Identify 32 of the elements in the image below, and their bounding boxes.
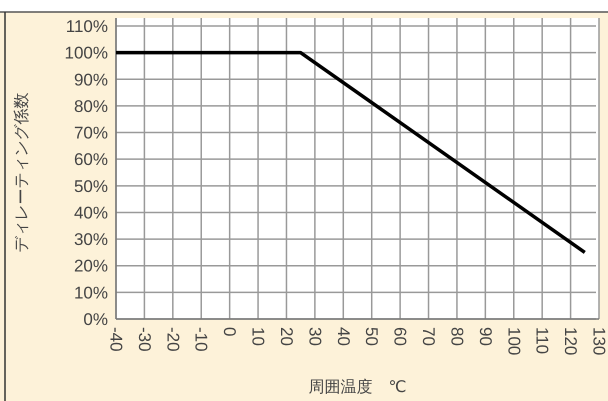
x-tick-label: -10 [192, 327, 211, 352]
x-tick-label: -40 [106, 327, 126, 352]
y-tick-label: 100% [64, 44, 108, 63]
x-tick-label: 70 [419, 327, 438, 346]
x-tick-label: 50 [362, 327, 382, 346]
x-tick-label: 80 [447, 327, 466, 346]
x-tick-label: 90 [476, 327, 495, 346]
x-tick-label: 40 [334, 327, 353, 346]
x-tick-label: 130 [590, 327, 608, 356]
x-tick-label: 60 [390, 327, 410, 346]
y-tick-label: 110% [66, 17, 108, 36]
x-tick-label: 30 [305, 327, 324, 346]
x-tick-label: 120 [561, 327, 580, 356]
y-tick-label: 40% [74, 203, 108, 222]
y-tick-label: 90% [74, 70, 108, 90]
x-tick-label: 10 [248, 327, 268, 346]
x-tick-label: -20 [163, 327, 182, 352]
y-axis-title: ディレーティング係数 [12, 92, 30, 252]
x-axis-title: 周囲温度 ℃ [308, 378, 406, 396]
x-tick-label: 100 [504, 327, 524, 356]
y-tick-label: 70% [74, 124, 108, 143]
y-tick-label: 60% [74, 150, 108, 170]
y-tick-label: 30% [74, 230, 108, 250]
x-tick-label: -30 [134, 327, 154, 352]
x-tick-label: 110 [532, 327, 552, 354]
y-tick-label: 80% [74, 96, 108, 116]
x-tick-label: 20 [276, 327, 296, 346]
y-tick-label: 20% [74, 256, 108, 276]
y-tick-label: 50% [74, 176, 108, 196]
y-tick-label: 0% [83, 310, 108, 329]
y-tick-label: 10% [74, 283, 108, 302]
x-tick-label: 0 [220, 327, 240, 336]
